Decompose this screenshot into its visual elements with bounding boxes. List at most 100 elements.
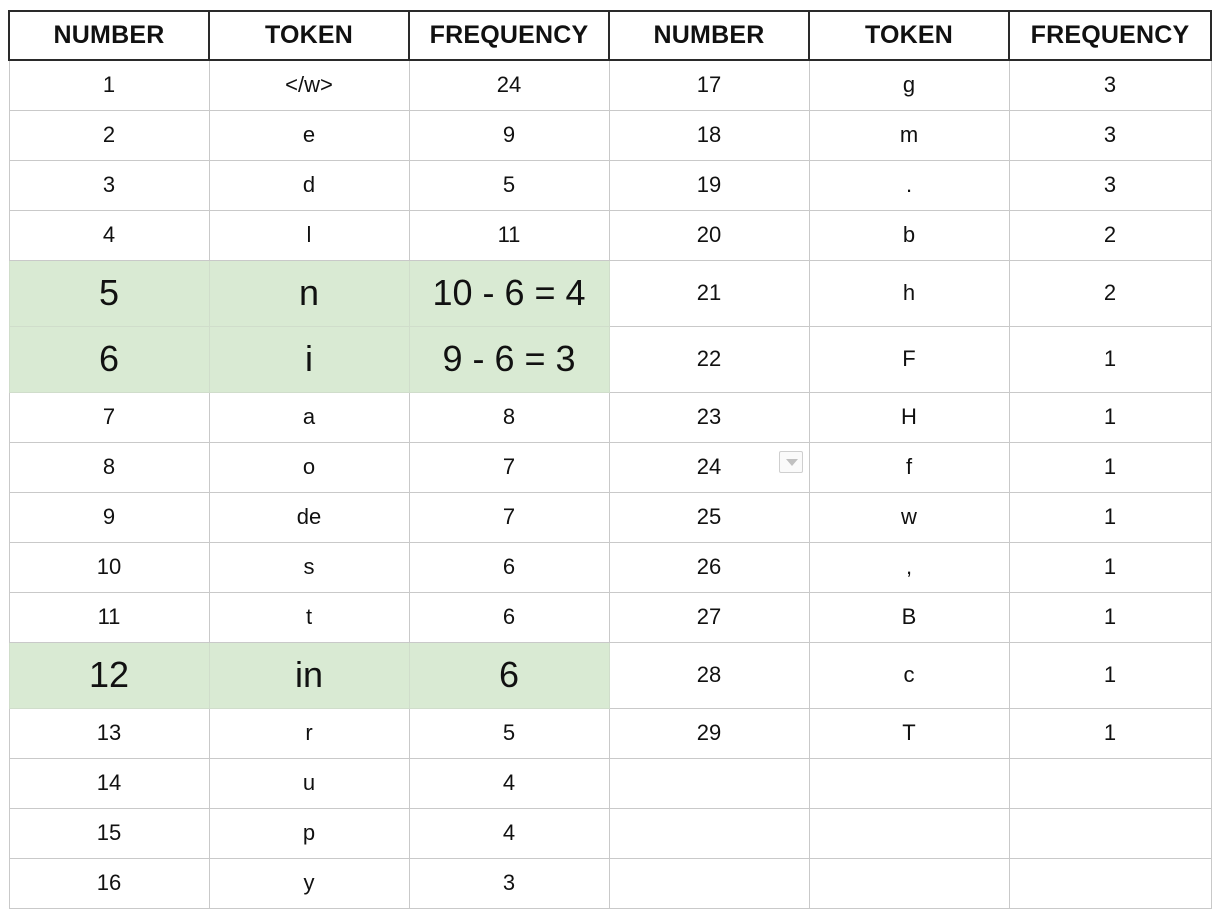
cell-token-left[interactable]: y [208, 857, 410, 909]
cell-frequency-left[interactable]: 4 [408, 807, 610, 859]
cell-frequency-right[interactable]: 3 [1008, 59, 1212, 111]
cell-number-left[interactable]: 5 [8, 259, 210, 327]
cell-number-left[interactable]: 2 [8, 109, 210, 161]
header-number-right[interactable]: NUMBER [608, 10, 810, 61]
cell-frequency-right[interactable]: 2 [1008, 259, 1212, 327]
cell-number-right[interactable]: 24 [608, 441, 810, 493]
cell-frequency-left[interactable]: 7 [408, 441, 610, 493]
cell-number-right[interactable]: 27 [608, 591, 810, 643]
cell-number-right[interactable] [608, 857, 810, 909]
header-token-left[interactable]: TOKEN [208, 10, 410, 61]
cell-frequency-right[interactable]: 1 [1008, 491, 1212, 543]
cell-frequency-right[interactable]: 1 [1008, 391, 1212, 443]
cell-number-right[interactable]: 17 [608, 59, 810, 111]
cell-frequency-right[interactable]: 1 [1008, 441, 1212, 493]
cell-number-right[interactable]: 23 [608, 391, 810, 443]
cell-token-left[interactable]: u [208, 757, 410, 809]
cell-token-right[interactable]: T [808, 707, 1010, 759]
cell-number-left[interactable]: 12 [8, 641, 210, 709]
header-number-left[interactable]: NUMBER [8, 10, 210, 61]
cell-number-left[interactable]: 13 [8, 707, 210, 759]
cell-frequency-left[interactable]: 8 [408, 391, 610, 443]
cell-frequency-right[interactable]: 3 [1008, 109, 1212, 161]
cell-number-left[interactable]: 3 [8, 159, 210, 211]
cell-frequency-left[interactable]: 6 [408, 591, 610, 643]
cell-number-left[interactable]: 11 [8, 591, 210, 643]
header-token-right[interactable]: TOKEN [808, 10, 1010, 61]
cell-number-left[interactable]: 7 [8, 391, 210, 443]
cell-token-left[interactable]: r [208, 707, 410, 759]
cell-frequency-right[interactable]: 1 [1008, 325, 1212, 393]
cell-frequency-left[interactable]: 6 [408, 541, 610, 593]
cell-frequency-left[interactable]: 9 - 6 = 3 [408, 325, 610, 393]
cell-token-right[interactable]: b [808, 209, 1010, 261]
cell-frequency-left[interactable]: 4 [408, 757, 610, 809]
cell-frequency-right[interactable]: 2 [1008, 209, 1212, 261]
cell-frequency-left[interactable]: 11 [408, 209, 610, 261]
cell-token-left[interactable]: s [208, 541, 410, 593]
cell-number-left[interactable]: 1 [8, 59, 210, 111]
cell-token-left[interactable]: in [208, 641, 410, 709]
cell-number-left[interactable]: 4 [8, 209, 210, 261]
header-frequency-left[interactable]: FREQUENCY [408, 10, 610, 61]
cell-token-right[interactable]: . [808, 159, 1010, 211]
cell-number-left[interactable]: 9 [8, 491, 210, 543]
cell-token-right[interactable]: h [808, 259, 1010, 327]
cell-token-left[interactable]: l [208, 209, 410, 261]
cell-token-right[interactable]: B [808, 591, 1010, 643]
cell-number-right[interactable]: 28 [608, 641, 810, 709]
cell-number-right[interactable]: 26 [608, 541, 810, 593]
cell-frequency-left[interactable]: 24 [408, 59, 610, 111]
cell-token-right[interactable]: m [808, 109, 1010, 161]
cell-token-left[interactable]: </w> [208, 59, 410, 111]
cell-number-right[interactable]: 21 [608, 259, 810, 327]
cell-token-right[interactable]: , [808, 541, 1010, 593]
cell-frequency-right[interactable] [1008, 857, 1212, 909]
cell-number-right[interactable] [608, 807, 810, 859]
cell-number-right[interactable] [608, 757, 810, 809]
cell-frequency-right[interactable]: 1 [1008, 591, 1212, 643]
cell-frequency-right[interactable]: 1 [1008, 641, 1212, 709]
cell-number-left[interactable]: 15 [8, 807, 210, 859]
cell-token-left[interactable]: i [208, 325, 410, 393]
cell-number-right[interactable]: 20 [608, 209, 810, 261]
cell-token-right[interactable]: c [808, 641, 1010, 709]
cell-token-left[interactable]: a [208, 391, 410, 443]
cell-token-left[interactable]: t [208, 591, 410, 643]
cell-number-left[interactable]: 16 [8, 857, 210, 909]
cell-number-right[interactable]: 18 [608, 109, 810, 161]
cell-number-right[interactable]: 25 [608, 491, 810, 543]
cell-frequency-left[interactable]: 3 [408, 857, 610, 909]
cell-frequency-left[interactable]: 10 - 6 = 4 [408, 259, 610, 327]
cell-frequency-left[interactable]: 7 [408, 491, 610, 543]
cell-number-left[interactable]: 6 [8, 325, 210, 393]
cell-frequency-right[interactable] [1008, 807, 1212, 859]
header-frequency-right[interactable]: FREQUENCY [1008, 10, 1212, 61]
cell-number-right[interactable]: 19 [608, 159, 810, 211]
cell-token-left[interactable]: de [208, 491, 410, 543]
cell-number-left[interactable]: 8 [8, 441, 210, 493]
cell-token-right[interactable]: f [808, 441, 1010, 493]
cell-token-left[interactable]: p [208, 807, 410, 859]
cell-frequency-left[interactable]: 5 [408, 707, 610, 759]
cell-token-left[interactable]: e [208, 109, 410, 161]
chevron-down-icon[interactable] [778, 451, 803, 473]
cell-number-left[interactable]: 10 [8, 541, 210, 593]
cell-frequency-left[interactable]: 9 [408, 109, 610, 161]
cell-frequency-right[interactable] [1008, 757, 1212, 809]
cell-token-right[interactable]: w [808, 491, 1010, 543]
cell-token-right[interactable] [808, 807, 1010, 859]
cell-token-left[interactable]: d [208, 159, 410, 211]
cell-frequency-right[interactable]: 3 [1008, 159, 1212, 211]
cell-frequency-right[interactable]: 1 [1008, 541, 1212, 593]
cell-number-left[interactable]: 14 [8, 757, 210, 809]
cell-frequency-left[interactable]: 6 [408, 641, 610, 709]
cell-token-left[interactable]: n [208, 259, 410, 327]
cell-token-right[interactable]: g [808, 59, 1010, 111]
cell-token-left[interactable]: o [208, 441, 410, 493]
cell-frequency-right[interactable]: 1 [1008, 707, 1212, 759]
cell-frequency-left[interactable]: 5 [408, 159, 610, 211]
cell-number-right[interactable]: 29 [608, 707, 810, 759]
cell-token-right[interactable]: H [808, 391, 1010, 443]
cell-token-right[interactable]: F [808, 325, 1010, 393]
